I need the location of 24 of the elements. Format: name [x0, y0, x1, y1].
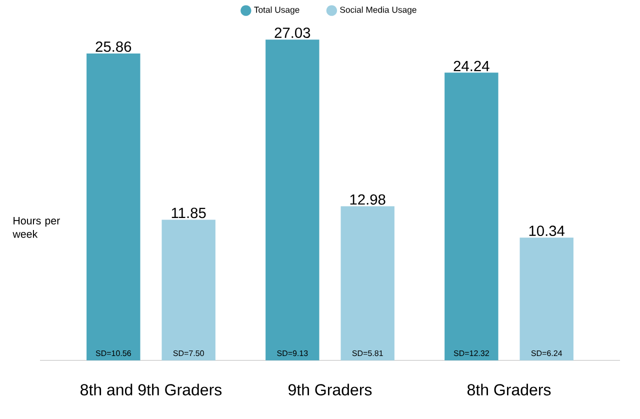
x-tick-label: 8th Graders: [467, 384, 551, 396]
bar: [266, 40, 320, 360]
data-label: 24.24: [454, 60, 490, 72]
data-label: 25.86: [96, 41, 132, 52]
bar: [520, 238, 574, 360]
x-tick-label: 8th and 9th Graders: [80, 384, 222, 396]
y-axis-title: Hours per week: [12, 217, 60, 238]
annotation: SD=7.50: [173, 350, 204, 356]
annotation: SD=12.32: [454, 350, 489, 356]
legend-label: Social Media Usage: [340, 6, 416, 15]
annotation: SD=9.13: [277, 350, 308, 356]
annotation: SD=6.24: [531, 350, 562, 356]
bar: [340, 206, 394, 360]
annotation: SD=10.56: [96, 350, 131, 356]
x-tick-label: 9th Graders: [288, 384, 372, 396]
data-label: 27.03: [274, 28, 310, 38]
bar: [86, 53, 140, 360]
annotation: SD=5.81: [352, 350, 383, 356]
data-label: 10.34: [529, 226, 565, 236]
legend-label: Total Usage: [254, 6, 300, 15]
bar: [162, 220, 216, 360]
bar: [444, 72, 498, 360]
data-label: 11.85: [172, 208, 206, 218]
data-label: 12.98: [350, 194, 386, 205]
